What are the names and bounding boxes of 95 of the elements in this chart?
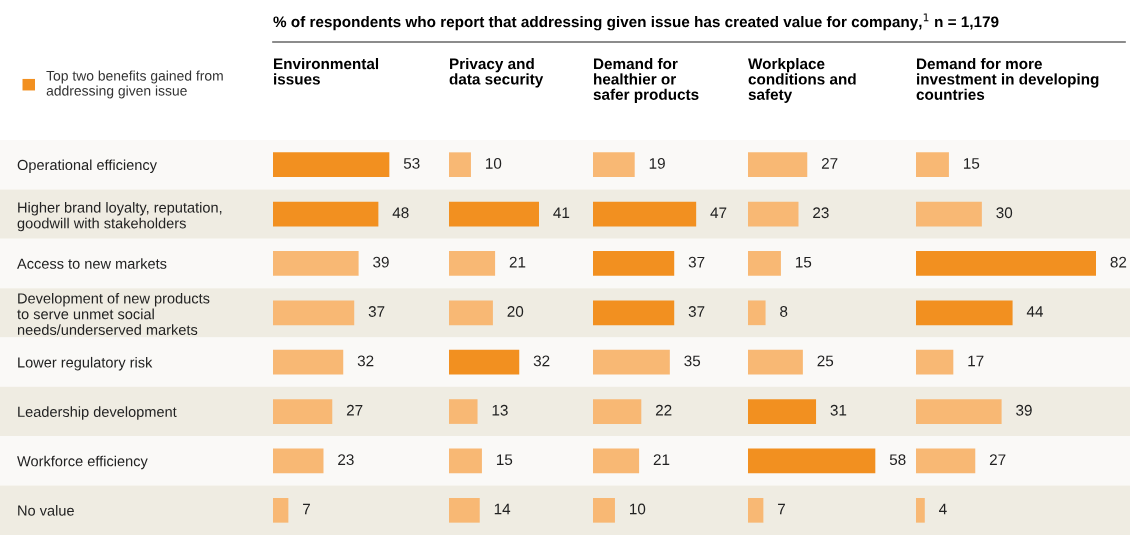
bar (748, 201, 799, 227)
chart-subtitle: Demand for more investment in developing countries (916, 58, 1099, 100)
bar (916, 251, 1096, 276)
bar (449, 251, 496, 276)
data-label: 27 (821, 157, 838, 169)
bar (748, 497, 764, 523)
bar (273, 201, 379, 227)
y-tick-label: Development of new products to serve unmet social needs/underserved markets (17, 292, 210, 336)
chart-subtitle: Privacy and data security (449, 58, 544, 88)
chart-subtitle: Environmental issues (274, 58, 379, 85)
bar (449, 448, 482, 474)
bar (449, 300, 493, 326)
data-label: 82 (1110, 256, 1127, 268)
data-label: 30 (996, 207, 1013, 219)
data-label: 21 (653, 454, 670, 465)
bar (748, 349, 803, 375)
bar (593, 201, 697, 227)
data-label: 21 (509, 256, 526, 268)
data-label: 37 (688, 306, 705, 317)
bar (593, 448, 640, 474)
bar (748, 300, 766, 326)
bar (273, 349, 344, 375)
bar (273, 300, 355, 326)
data-label: 19 (649, 157, 665, 169)
data-label: 47 (710, 207, 727, 219)
bar (916, 399, 1002, 424)
bar (593, 300, 675, 326)
data-label: 37 (368, 306, 385, 317)
data-label: 27 (346, 404, 363, 416)
y-tick-label: Leadership development (18, 406, 177, 420)
bar (273, 448, 324, 474)
chart-subtitle: Workplace conditions and safety (748, 58, 856, 103)
bar (449, 201, 539, 227)
bar (449, 497, 480, 523)
y-tick-label: No value (18, 505, 74, 516)
data-label: 13 (492, 404, 508, 416)
data-label: 10 (630, 503, 646, 515)
data-label: 10 (486, 157, 502, 169)
text: % of respondents who report that addressing given issue has created value for company,$^{1}$ n = 1,179 (273, 13, 999, 31)
chart-subtitle: Demand for healthier or safer products (593, 58, 699, 103)
legend-label: Top two benefits gained from addressing given issue (46, 70, 223, 99)
data-label: 41 (553, 207, 570, 219)
bar (748, 152, 808, 178)
bar (593, 399, 642, 424)
bar (748, 251, 781, 276)
data-label: 31 (830, 404, 847, 416)
bar (916, 448, 976, 474)
y-tick-label: Operational efficiency (17, 159, 157, 173)
bar (593, 349, 670, 375)
data-label: 44 (1026, 306, 1044, 317)
data-label: 14 (494, 503, 511, 515)
data-label: 15 (963, 158, 980, 169)
data-label: 39 (1016, 404, 1032, 416)
data-label: 39 (373, 256, 389, 268)
bar (748, 448, 876, 474)
bar (916, 300, 1013, 326)
data-label: 23 (338, 454, 354, 466)
bar (593, 251, 675, 276)
y-tick-label: Access to new markets (17, 258, 167, 269)
y-tick-label: Workforce efficiency (17, 455, 148, 470)
data-label: 27 (989, 454, 1006, 465)
bar (273, 251, 359, 276)
data-label: 37 (688, 256, 705, 268)
bar (593, 497, 615, 523)
bar (916, 349, 954, 375)
bar (449, 152, 471, 178)
bar (273, 497, 289, 523)
y-tick-label: Higher brand loyalty, reputation, goodwill with stakeholders (17, 201, 222, 232)
data-label: 22 (655, 404, 672, 416)
data-label: 17 (968, 355, 984, 367)
bar (273, 152, 390, 178)
data-label: 48 (392, 207, 409, 219)
bar (449, 349, 520, 375)
y-tick-label: Lower regulatory risk (18, 356, 153, 371)
data-label: 8 (780, 306, 788, 317)
data-label: 25 (817, 355, 834, 367)
data-label: 35 (684, 355, 701, 367)
data-label: 7 (778, 503, 785, 515)
bar (449, 399, 478, 424)
bar (916, 152, 949, 178)
bar (916, 497, 925, 523)
data-label: 15 (795, 256, 812, 268)
data-label: 15 (496, 454, 513, 466)
bar (593, 152, 635, 178)
data-label: 4 (939, 503, 947, 515)
bar (916, 201, 982, 227)
data-label: 58 (889, 454, 906, 466)
data-label: 20 (507, 306, 524, 317)
data-label: 23 (813, 207, 829, 219)
data-label: 7 (303, 503, 310, 515)
bar (748, 399, 817, 424)
bar (273, 399, 333, 424)
data-label: 32 (357, 355, 374, 367)
data-label: 32 (533, 355, 550, 367)
data-label: 53 (403, 157, 420, 169)
